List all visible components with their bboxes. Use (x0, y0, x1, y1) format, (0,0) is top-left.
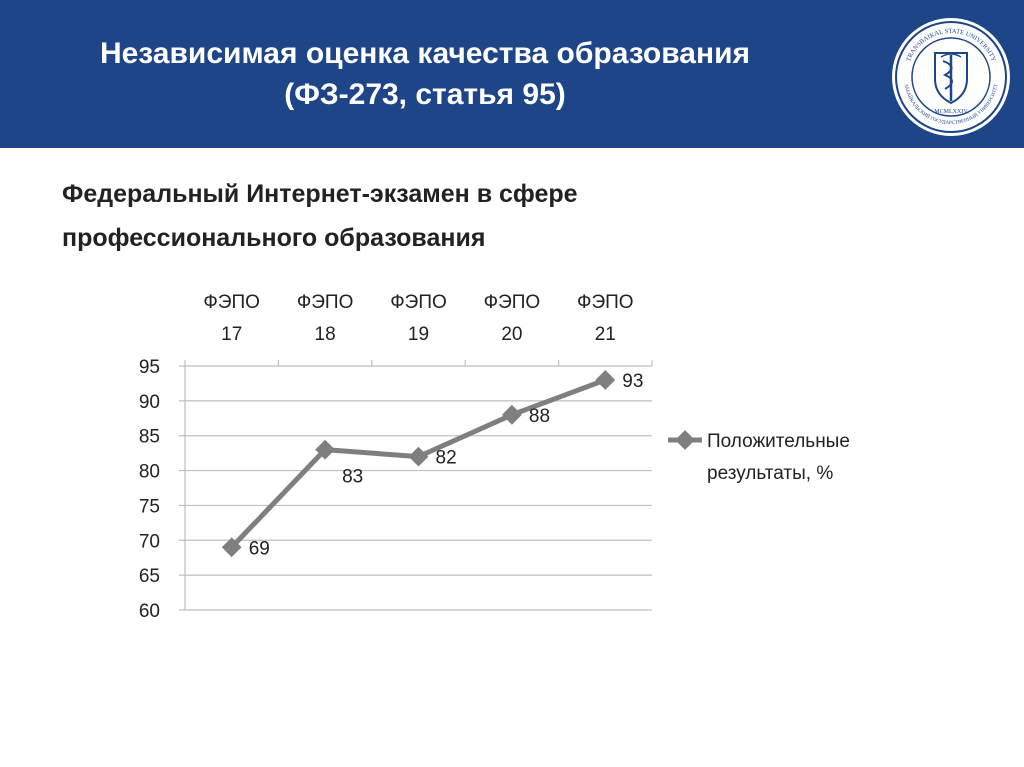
data-label: 83 (342, 467, 363, 488)
legend-marker (675, 430, 695, 450)
legend-label: Положительные (707, 431, 850, 452)
x-tick-label: 17 (221, 324, 242, 345)
x-tick-label: 19 (408, 324, 429, 345)
y-tick-label: 60 (139, 601, 160, 622)
logo-year: MCMLXXIV (934, 109, 968, 115)
y-tick-label: 75 (139, 496, 160, 517)
x-tick-label: 20 (501, 324, 522, 345)
data-point (595, 370, 616, 390)
y-tick-label: 85 (139, 427, 160, 448)
data-label: 69 (249, 538, 270, 559)
slide-title-line1: Независимая оценка качества образования (99, 37, 751, 70)
x-tick-label: ФЭПО (203, 292, 260, 313)
chart-subtitle: Федеральный Интернет-экзамен в сфере про… (62, 172, 762, 260)
subtitle-line1: Федеральный Интернет-экзамен в сфере (62, 180, 578, 208)
data-point (315, 439, 335, 460)
y-tick-label: 65 (139, 566, 160, 587)
x-tick-label: ФЭПО (484, 292, 541, 313)
data-label: 93 (622, 371, 643, 392)
y-tick-label: 90 (139, 392, 160, 413)
x-tick-label: 21 (595, 324, 616, 345)
x-tick-label: ФЭПО (390, 292, 447, 313)
y-tick-label: 80 (139, 462, 160, 483)
header-bar: Независимая оценка качества образования … (0, 0, 1024, 148)
slide-title: Независимая оценка качества образования … (0, 0, 850, 148)
data-label: 82 (436, 448, 457, 469)
slide-title-line2: (ФЗ-273, статья 95) (284, 78, 566, 111)
y-tick-label: 95 (139, 357, 160, 378)
x-tick-label: ФЭПО (297, 292, 354, 313)
data-point (408, 446, 429, 467)
subtitle-line2: профессионального образования (62, 224, 486, 252)
x-tick-label: 18 (315, 324, 336, 345)
y-tick-label: 70 (139, 531, 160, 552)
legend-label: результаты, % (707, 463, 833, 484)
university-logo: TRANSBAIKAL STATE UNIVERSITY ЗАБАЙКАЛЬСК… (892, 18, 1010, 136)
x-tick-label: ФЭПО (577, 292, 634, 313)
data-point (502, 404, 522, 425)
data-label: 88 (529, 406, 550, 427)
